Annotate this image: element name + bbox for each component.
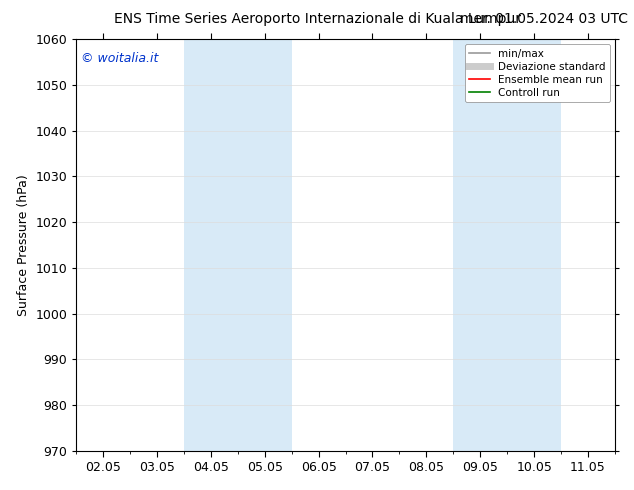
Y-axis label: Surface Pressure (hPa): Surface Pressure (hPa) — [16, 174, 30, 316]
Bar — [184, 39, 238, 451]
Text: mer. 01.05.2024 03 UTC: mer. 01.05.2024 03 UTC — [460, 12, 628, 26]
Text: ENS Time Series Aeroporto Internazionale di Kuala Lumpur: ENS Time Series Aeroporto Internazionale… — [113, 12, 521, 26]
Bar — [238, 39, 292, 451]
Text: © woitalia.it: © woitalia.it — [81, 51, 159, 65]
Bar — [453, 39, 507, 451]
Bar — [507, 39, 561, 451]
Legend: min/max, Deviazione standard, Ensemble mean run, Controll run: min/max, Deviazione standard, Ensemble m… — [465, 45, 610, 102]
